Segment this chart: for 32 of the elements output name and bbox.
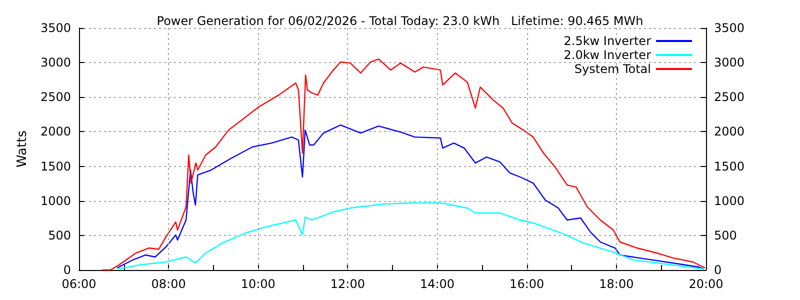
- x-tick-label: 18:00: [599, 277, 634, 291]
- legend-label: 2.0kw Inverter: [564, 48, 652, 62]
- y-tick-label: 2500: [40, 90, 71, 104]
- y2-tick-label: 500: [714, 228, 737, 242]
- y-tick-label: 0: [63, 263, 71, 277]
- y2-tick-label: 3500: [714, 21, 745, 35]
- x-tick-label: 12:00: [330, 277, 366, 291]
- legend-label: 2.5kw Inverter: [564, 34, 652, 48]
- y-tick-label: 500: [48, 228, 71, 242]
- x-tick-label: 14:00: [420, 277, 455, 291]
- legend-label: System Total: [574, 62, 651, 76]
- y2-tick-label: 1500: [714, 159, 745, 174]
- y-tick-label: 2000: [40, 124, 71, 139]
- y-tick-label: 3000: [40, 56, 71, 70]
- x-tick-label: 10:00: [240, 277, 276, 291]
- x-tick-label: 08:00: [151, 277, 186, 291]
- x-tick-label: 20:00: [688, 277, 724, 291]
- y2-tick-label: 2500: [714, 90, 745, 104]
- y-tick-label: 1500: [40, 159, 71, 174]
- chart-title: Power Generation for 06/02/2026 - Total Today: 23.0 kWh Lifetime: 90.465 MWh: [156, 14, 644, 28]
- line-series: [101, 58, 706, 271]
- x-tick-label: 16:00: [510, 277, 544, 291]
- y2-tick-label: 1000: [714, 194, 745, 208]
- y-tick-label: 3500: [40, 21, 71, 35]
- y2-tick-label: 0: [714, 263, 722, 277]
- line-series: [117, 202, 704, 270]
- y-axis-title: Watts: [15, 130, 30, 168]
- y2-tick-label: 3000: [714, 56, 745, 70]
- y-tick-label: 1000: [40, 194, 71, 208]
- x-tick-label: 06:00: [62, 277, 96, 291]
- y2-tick-label: 2000: [714, 124, 745, 139]
- line-series: [116, 124, 704, 270]
